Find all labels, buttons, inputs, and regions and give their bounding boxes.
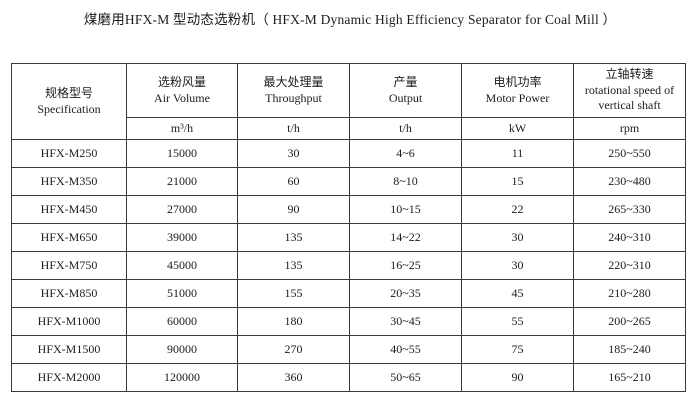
cell-specification: HFX-M250 [11, 139, 127, 168]
cell-air-volume: 90000 [126, 335, 238, 364]
cell-motor-power: 30 [461, 251, 574, 280]
table-row: HFX-M350 21000 60 8~10 15 230~480 [11, 167, 686, 196]
cell-air-volume: 120000 [126, 363, 238, 392]
cell-air-volume: 60000 [126, 307, 238, 336]
cell-output: 30~45 [349, 307, 462, 336]
col-header-output-zh: 产量 [393, 74, 418, 89]
col-header-specification-zh: 规格型号 [44, 85, 93, 100]
cell-output: 16~25 [349, 251, 462, 280]
cell-shaft-speed: 165~210 [573, 363, 686, 392]
cell-output: 14~22 [349, 223, 462, 252]
cell-throughput: 135 [237, 223, 350, 252]
cell-shaft-speed: 265~330 [573, 195, 686, 224]
col-header-air-volume-zh: 选粉风量 [157, 74, 206, 89]
cell-air-volume: 27000 [126, 195, 238, 224]
cell-air-volume: 15000 [126, 139, 238, 168]
table-row: HFX-M1500 90000 270 40~55 75 185~240 [11, 335, 686, 364]
table-row: HFX-M2000 120000 360 50~65 90 165~210 [11, 363, 686, 392]
cell-shaft-speed: 230~480 [573, 167, 686, 196]
cell-throughput: 180 [237, 307, 350, 336]
cell-air-volume: 45000 [126, 251, 238, 280]
table-row: HFX-M250 15000 30 4~6 11 250~550 [11, 139, 686, 168]
col-header-shaft-speed: 立轴转速 rotational speed of vertical shaft [573, 63, 686, 118]
header-row: 规格型号 Specification 选粉风量 Air Volume 最大处理量… [11, 63, 686, 140]
cell-throughput: 30 [237, 139, 350, 168]
col-header-motor-power-en: Motor Power [485, 90, 550, 105]
cell-motor-power: 22 [461, 195, 574, 224]
cell-specification: HFX-M1000 [11, 307, 127, 336]
page-title: 煤磨用HFX-M 型动态选粉机（ HFX-M Dynamic High Effi… [83, 12, 617, 27]
unit-air-volume: m³/h [126, 117, 238, 140]
col-header-throughput-en: Throughput [265, 90, 322, 105]
cell-output: 20~35 [349, 279, 462, 308]
cell-motor-power: 11 [461, 139, 574, 168]
cell-shaft-speed: 250~550 [573, 139, 686, 168]
cell-specification: HFX-M2000 [11, 363, 127, 392]
unit-output: t/h [349, 117, 462, 140]
col-header-specification: 规格型号 Specification [11, 63, 127, 140]
col-header-air-volume-en: Air Volume [154, 90, 210, 105]
table-row: HFX-M1000 60000 180 30~45 55 200~265 [11, 307, 686, 336]
cell-shaft-speed: 185~240 [573, 335, 686, 364]
cell-throughput: 360 [237, 363, 350, 392]
cell-throughput: 155 [237, 279, 350, 308]
col-header-motor-power-zh: 电机功率 [493, 74, 542, 89]
unit-throughput: t/h [237, 117, 350, 140]
cell-output: 40~55 [349, 335, 462, 364]
table-row: HFX-M450 27000 90 10~15 22 265~330 [11, 195, 686, 224]
cell-output: 4~6 [349, 139, 462, 168]
cell-throughput: 135 [237, 251, 350, 280]
table-row: HFX-M650 39000 135 14~22 30 240~310 [11, 223, 686, 252]
cell-throughput: 60 [237, 167, 350, 196]
cell-specification: HFX-M750 [11, 251, 127, 280]
cell-shaft-speed: 200~265 [573, 307, 686, 336]
cell-output: 8~10 [349, 167, 462, 196]
cell-air-volume: 51000 [126, 279, 238, 308]
col-header-throughput-zh: 最大处理量 [263, 74, 324, 89]
cell-throughput: 90 [237, 195, 350, 224]
col-header-output: 产量 Output [349, 63, 462, 118]
table-row: HFX-M850 51000 155 20~35 45 210~280 [11, 279, 686, 308]
col-header-throughput: 最大处理量 Throughput [237, 63, 350, 118]
col-header-shaft-speed-zh: 立轴转速 [605, 67, 654, 82]
col-header-shaft-speed-en: rotational speed of vertical shaft [584, 82, 675, 113]
unit-shaft-speed: rpm [573, 117, 686, 140]
col-header-motor-power: 电机功率 Motor Power [461, 63, 574, 118]
cell-air-volume: 21000 [126, 167, 238, 196]
cell-specification: HFX-M850 [11, 279, 127, 308]
cell-shaft-speed: 220~310 [573, 251, 686, 280]
cell-shaft-speed: 210~280 [573, 279, 686, 308]
cell-shaft-speed: 240~310 [573, 223, 686, 252]
cell-motor-power: 75 [461, 335, 574, 364]
col-header-output-en: Output [388, 90, 423, 105]
cell-specification: HFX-M450 [11, 195, 127, 224]
cell-output: 10~15 [349, 195, 462, 224]
unit-motor-power: kW [461, 117, 574, 140]
cell-motor-power: 15 [461, 167, 574, 196]
cell-specification: HFX-M350 [11, 167, 127, 196]
col-header-specification-en: Specification [37, 101, 101, 116]
table-row: HFX-M750 45000 135 16~25 30 220~310 [11, 251, 686, 280]
cell-air-volume: 39000 [126, 223, 238, 252]
cell-specification: HFX-M650 [11, 223, 127, 252]
cell-specification: HFX-M1500 [11, 335, 127, 364]
specification-table: 规格型号 Specification 选粉风量 Air Volume 最大处理量… [11, 63, 686, 392]
cell-motor-power: 90 [461, 363, 574, 392]
cell-throughput: 270 [237, 335, 350, 364]
cell-output: 50~65 [349, 363, 462, 392]
cell-motor-power: 45 [461, 279, 574, 308]
cell-motor-power: 30 [461, 223, 574, 252]
cell-motor-power: 55 [461, 307, 574, 336]
col-header-air-volume: 选粉风量 Air Volume [126, 63, 238, 118]
